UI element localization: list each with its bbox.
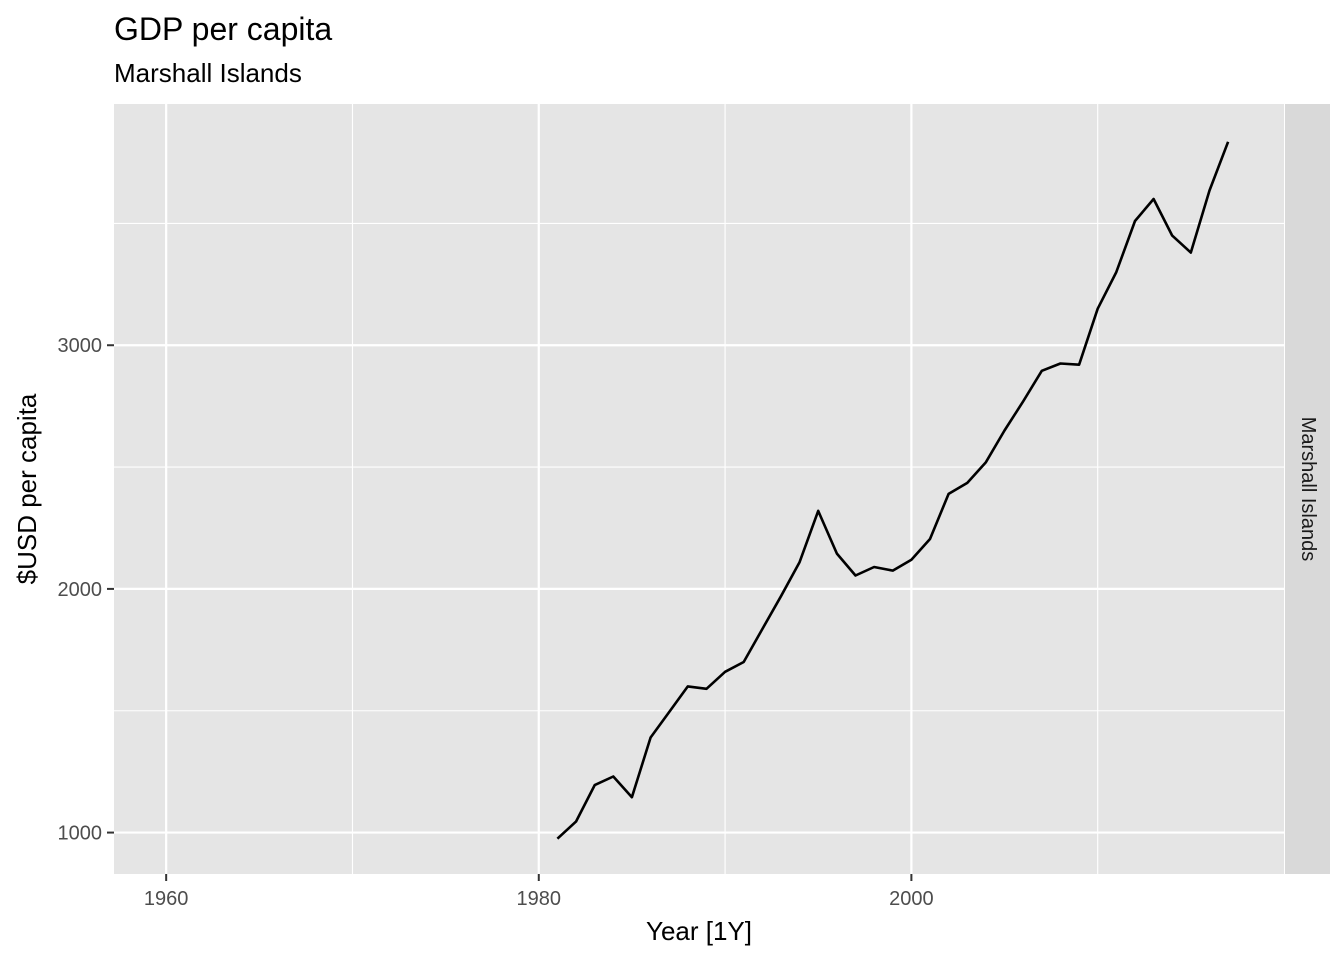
major-gridlines (114, 104, 1284, 874)
facet-strip (1285, 104, 1330, 874)
x-tick-label: 2000 (889, 888, 934, 910)
axis-ticks (107, 344, 913, 881)
y-tick-labels: 1000 2000 3000 (58, 335, 103, 844)
y-tick-label: 2000 (58, 579, 103, 601)
y-tick-label: 1000 (58, 823, 103, 845)
series-line (556, 141, 1230, 840)
x-tick-labels: 1960 1980 2000 (144, 888, 934, 910)
plot-panel (114, 104, 1284, 874)
chart-subtitle: Marshall Islands (114, 58, 302, 88)
y-tick-label: 3000 (58, 335, 103, 357)
x-tick-label: 1960 (144, 888, 189, 910)
facet-strip-label: Marshall Islands (1297, 417, 1319, 562)
minor-gridlines (114, 104, 1284, 874)
x-axis-title: Year [1Y] (646, 916, 752, 946)
y-axis-title: $USD per capita (12, 393, 42, 584)
x-tick-label: 1980 (517, 888, 562, 910)
chart-title: GDP per capita (114, 11, 332, 47)
